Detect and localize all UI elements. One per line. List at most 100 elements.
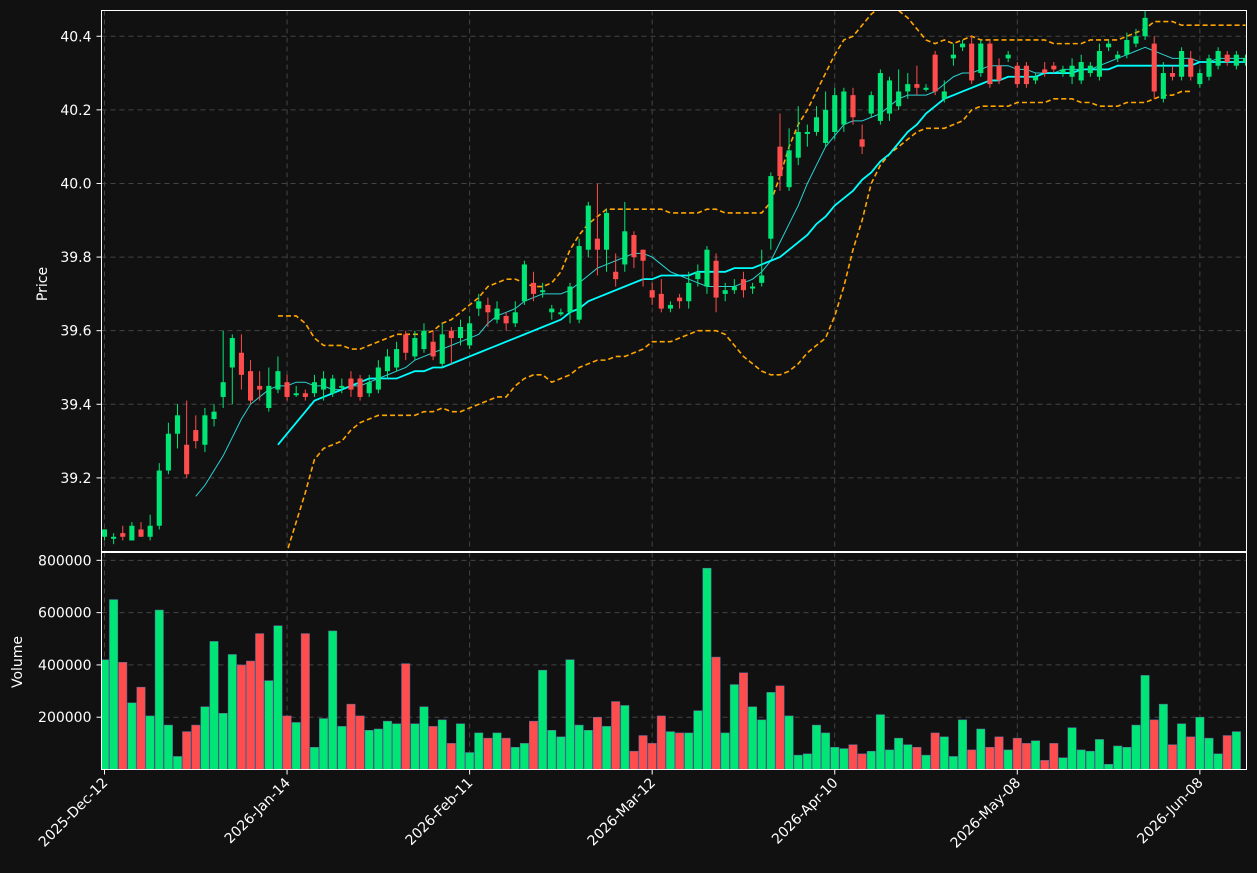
candle <box>467 315 473 350</box>
volume-bar <box>894 737 904 770</box>
volume-bar <box>684 732 694 770</box>
candle <box>576 238 582 324</box>
candle-body <box>868 95 874 114</box>
candle <box>257 371 263 401</box>
candle-body <box>229 338 235 368</box>
candle-body <box>841 91 847 125</box>
candle-body <box>457 327 464 339</box>
candle-body <box>859 139 865 147</box>
candle-body <box>722 290 728 294</box>
volume-bar <box>574 724 584 770</box>
candle <box>448 327 454 364</box>
price-panel: 39.2 39.4 39.6 39.8 40.0 40.2 40.4 Price <box>35 10 1247 552</box>
candle <box>567 282 573 324</box>
volume-bar <box>930 732 940 770</box>
lower-band-line <box>286 90 1191 552</box>
candle <box>932 50 938 96</box>
candle-body <box>485 304 491 313</box>
volume-bar <box>154 609 164 770</box>
candle-body <box>275 371 281 390</box>
candle-body <box>540 290 546 293</box>
bollinger-bands <box>277 10 1246 552</box>
volume-bar <box>1158 703 1168 770</box>
candle <box>1014 62 1020 88</box>
candle-body <box>394 349 400 368</box>
candle <box>631 231 637 269</box>
candle-body <box>978 43 984 74</box>
volume-bar <box>1231 731 1241 770</box>
volume-bar <box>163 724 173 770</box>
candle-body <box>795 131 801 158</box>
candle-body <box>193 430 199 442</box>
candle <box>777 113 783 191</box>
candle <box>174 404 181 449</box>
candle <box>540 282 546 298</box>
candle <box>613 253 619 287</box>
volume-bar <box>328 630 338 770</box>
volume-bar <box>446 743 456 770</box>
volume-bar <box>1076 749 1086 770</box>
candle-body <box>549 308 555 313</box>
candle-body <box>713 260 719 298</box>
candle <box>275 356 281 394</box>
candle <box>978 39 984 77</box>
candle <box>850 87 856 125</box>
volume-bar <box>538 669 548 770</box>
volume-bar <box>355 715 365 770</box>
price-tick-label: 40.2 <box>60 103 91 119</box>
candle <box>193 415 199 449</box>
candle-body <box>521 264 527 302</box>
volume-bar <box>766 692 776 770</box>
candle <box>923 84 929 92</box>
candle <box>804 124 810 147</box>
candle <box>795 106 801 166</box>
volume-bar <box>1003 749 1013 770</box>
candle <box>686 271 692 309</box>
volume-bar <box>775 685 785 770</box>
candle-body <box>813 117 820 132</box>
candle <box>1242 54 1247 66</box>
candle-body <box>686 282 692 302</box>
volume-bar <box>1177 723 1187 770</box>
volume-bar <box>109 599 119 770</box>
candle-body <box>750 286 756 289</box>
volume-bar <box>465 752 475 770</box>
candle-body <box>476 301 482 309</box>
candle <box>585 201 591 258</box>
volume-bar <box>821 732 831 770</box>
candle <box>649 282 655 305</box>
candle-body <box>740 279 747 291</box>
candle-body <box>220 382 226 397</box>
candle <box>403 330 409 361</box>
price-y-ticks: 39.2 39.4 39.6 39.8 40.0 40.2 40.4 <box>60 29 102 487</box>
candle-body <box>266 385 272 408</box>
price-axis-label: Price <box>35 267 51 301</box>
volume-tick-label: 400000 <box>38 658 91 674</box>
candle <box>1051 62 1057 74</box>
candle <box>1060 65 1066 77</box>
candle-body <box>348 378 354 390</box>
candle-body <box>613 271 619 280</box>
candle <box>841 87 847 132</box>
candle <box>1087 62 1093 77</box>
candle-body <box>1242 58 1247 63</box>
volume-bar <box>702 567 712 770</box>
candle-body <box>412 338 418 357</box>
candle-body <box>1087 65 1093 74</box>
candle-body <box>567 286 573 313</box>
volume-bar <box>346 703 356 770</box>
volume-bar <box>236 664 246 770</box>
candle <box>412 330 418 361</box>
candle-body <box>284 382 290 397</box>
candle-body <box>1106 43 1112 48</box>
candle <box>1179 47 1185 81</box>
candle <box>494 301 500 324</box>
upper-band-line <box>277 10 1246 350</box>
volume-panel: 200000 400000 600000 800000 Volume <box>10 552 1247 770</box>
volume-bars <box>101 567 1241 770</box>
volume-bar <box>1122 747 1132 770</box>
candle <box>530 271 537 302</box>
volume-bar <box>757 719 767 770</box>
candle-body <box>877 73 883 121</box>
